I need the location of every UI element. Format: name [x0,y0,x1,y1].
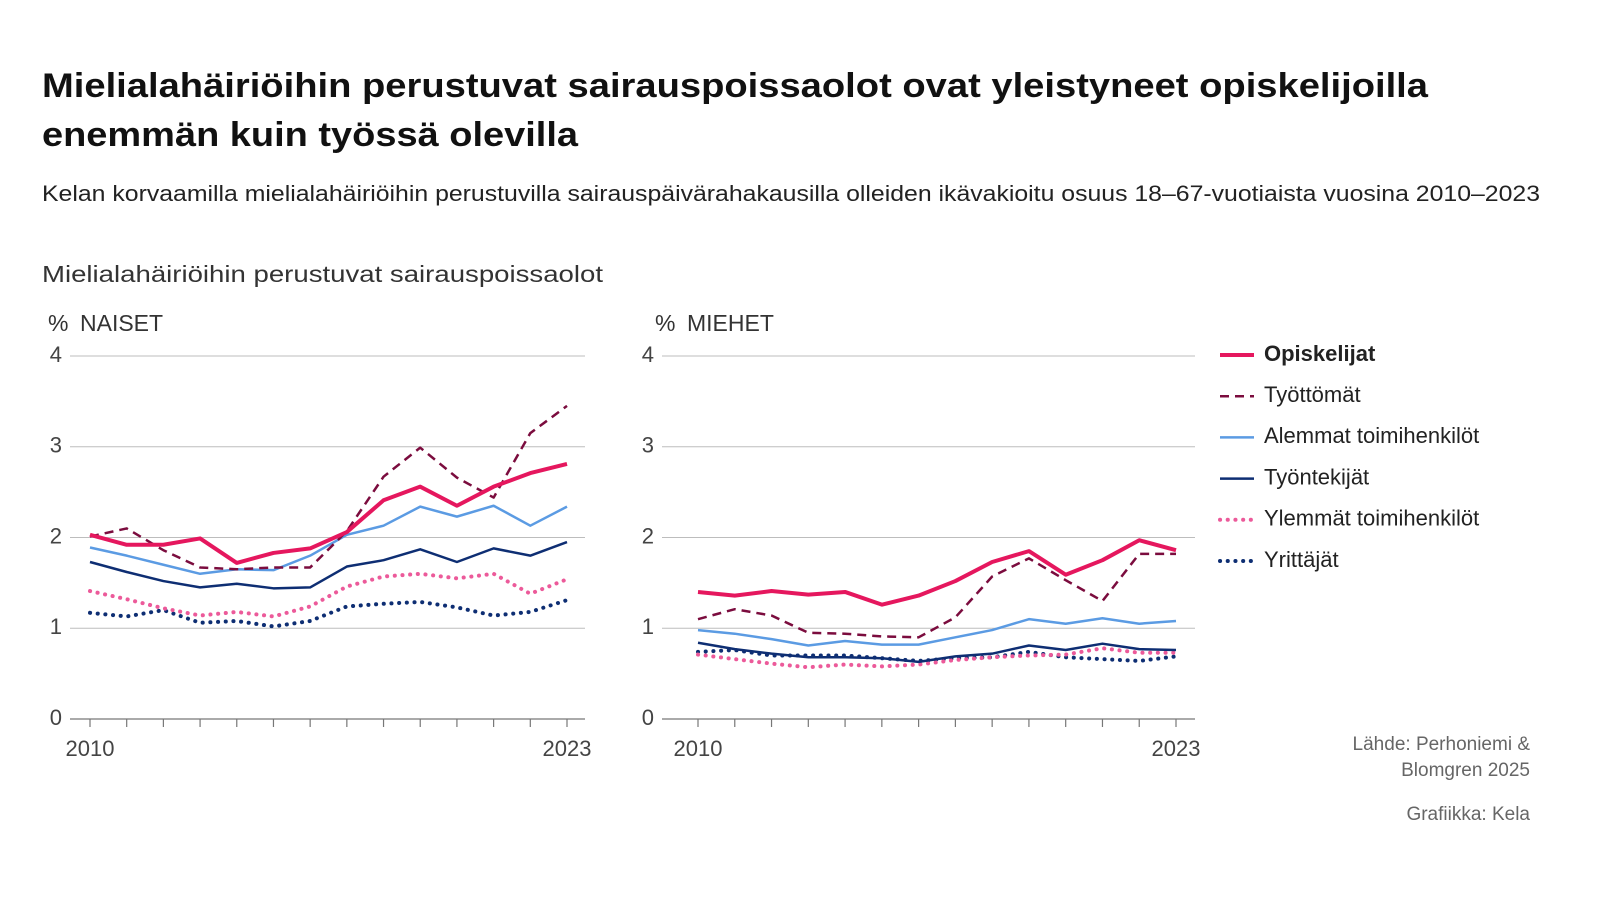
section-label: Mielialahäiriöihin perustuvat sairauspoi… [42,261,604,287]
y-tick-label: 2 [642,523,654,548]
series-line [89,462,568,565]
y-tick-label: 1 [642,614,654,639]
y-unit: % [655,310,675,336]
panel-title: NAISET [80,310,163,336]
y-tick-label: 3 [642,433,654,458]
series-line [697,641,1177,664]
series-line [697,538,1177,607]
subtitle: Kelan korvaamilla mielialahäiriöihin per… [42,181,1540,206]
legend-label: Työttömät [1264,382,1361,407]
series-line [88,598,569,629]
y-tick-label: 4 [50,342,62,367]
y-tick-label: 1 [50,614,62,639]
title-line: enemmän kuin työssä olevilla [42,116,579,154]
y-tick-label: 0 [50,705,62,730]
source-line: Lähde: Perhoniemi & [1353,734,1531,755]
y-tick-label: 0 [642,705,654,730]
legend-label: Työntekijät [1264,464,1369,489]
credit: Grafiikka: Kela [1406,804,1530,825]
series-line [89,504,568,576]
legend-label: Yrittäjät [1264,547,1339,572]
series-line [697,552,1176,639]
legend-label: Opiskelijat [1264,341,1376,366]
source-line: Blomgren 2025 [1401,760,1530,781]
y-tick-label: 2 [50,523,62,548]
y-unit: % [48,310,68,336]
x-tick-label: 2010 [674,736,723,761]
series-line [697,617,1177,647]
series-line [696,646,1178,670]
legend-label: Ylemmät toimihenkilöt [1264,506,1479,531]
x-tick-label: 2023 [1152,736,1201,761]
legend-label: Alemmat toimihenkilöt [1264,423,1479,448]
panel-title: MIEHET [687,310,774,336]
x-tick-label: 2010 [66,736,115,761]
series-line [88,571,569,619]
y-tick-label: 4 [642,342,654,367]
series-line [89,404,568,571]
title-line: Mielialahäiriöihin perustuvat sairauspoi… [42,67,1429,105]
y-tick-label: 3 [50,433,62,458]
series-line [89,540,568,590]
x-tick-label: 2023 [543,736,592,761]
